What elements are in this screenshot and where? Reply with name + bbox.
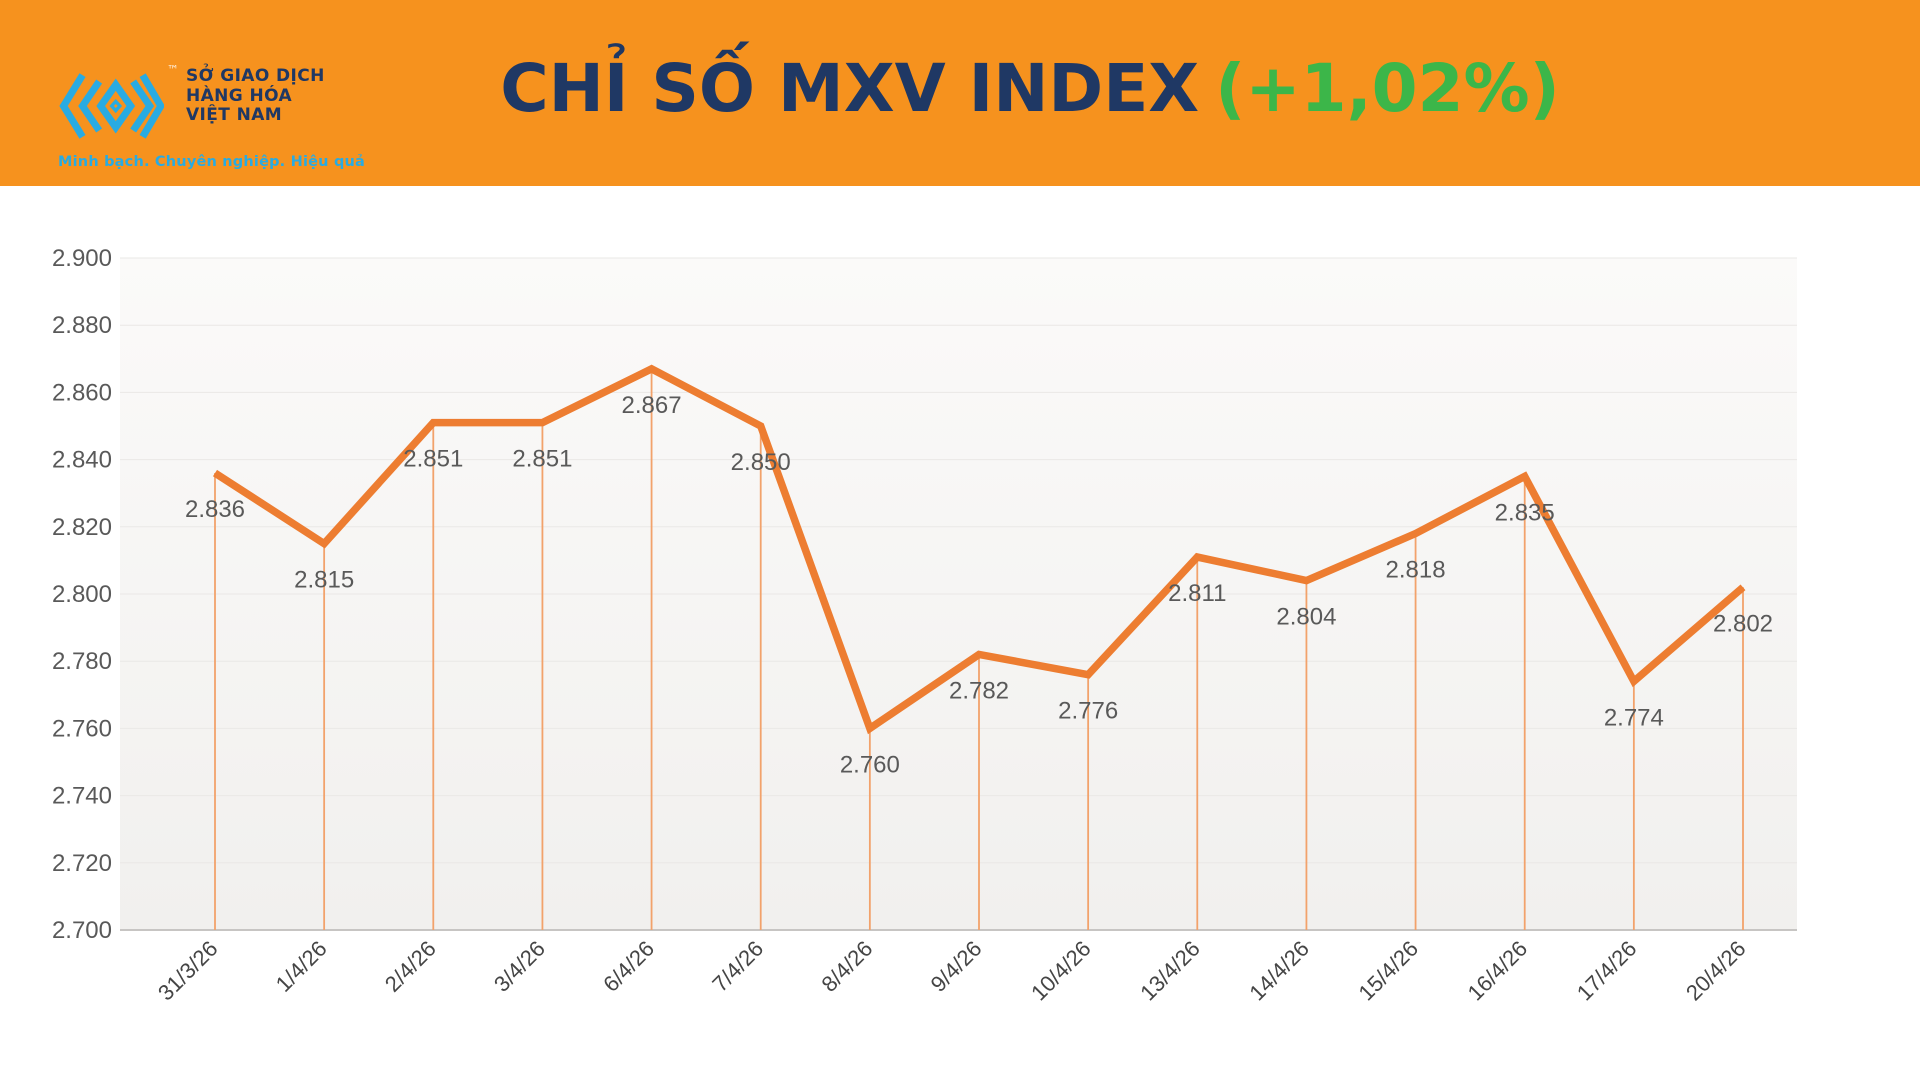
y-tick-label: 2.760	[52, 715, 112, 742]
logo-tagline: Minh bạch. Chuyên nghiệp. Hiệu quả	[58, 154, 366, 170]
data-point-label: 2.835	[1495, 499, 1555, 526]
x-tick-label: 16/4/26	[1463, 936, 1533, 1006]
data-point-label: 2.851	[512, 446, 572, 473]
data-point-label: 2.802	[1713, 610, 1773, 637]
data-point-label: 2.818	[1386, 557, 1446, 584]
header-banner: ™ SỞ GIAO DỊCH HÀNG HÓA VIỆT NAM Minh bạ…	[0, 0, 1920, 186]
y-tick-label: 2.820	[52, 514, 112, 541]
y-tick-label: 2.780	[52, 648, 112, 675]
x-tick-label: 8/4/26	[816, 936, 877, 997]
x-tick-label: 2/4/26	[380, 936, 441, 997]
x-tick-label: 9/4/26	[926, 936, 987, 997]
data-point-label: 2.850	[731, 449, 791, 476]
trademark-symbol: ™	[167, 63, 179, 77]
org-name-line1: SỞ GIAO DỊCH	[186, 66, 325, 86]
y-tick-label: 2.700	[52, 917, 112, 944]
title-change-percent: (+1,02%)	[1215, 50, 1560, 127]
data-point-label: 2.815	[294, 567, 354, 594]
org-name: SỞ GIAO DỊCH HÀNG HÓA VIỆT NAM	[186, 66, 325, 126]
data-point-label: 2.867	[622, 392, 682, 419]
x-tick-label: 6/4/26	[598, 936, 659, 997]
y-tick-label: 2.720	[52, 850, 112, 877]
x-tick-label: 7/4/26	[707, 936, 768, 997]
data-point-label: 2.760	[840, 751, 900, 778]
x-tick-label: 15/4/26	[1354, 936, 1424, 1006]
data-point-label: 2.774	[1604, 704, 1664, 731]
org-name-line3: VIỆT NAM	[186, 105, 283, 125]
data-point-label: 2.776	[1058, 698, 1118, 725]
data-point-label: 2.851	[403, 446, 463, 473]
x-tick-label: 13/4/26	[1135, 936, 1205, 1006]
y-tick-label: 2.900	[52, 245, 112, 272]
mxv-logo: ™ SỞ GIAO DỊCH HÀNG HÓA VIỆT NAM Minh bạ…	[58, 63, 366, 170]
y-tick-label: 2.880	[52, 312, 112, 339]
page-title: CHỈ SỐ MXV INDEX (+1,02%)	[500, 50, 1560, 127]
data-point-label: 2.811	[1168, 580, 1226, 607]
y-tick-label: 2.740	[52, 783, 112, 810]
x-tick-label: 17/4/26	[1572, 936, 1642, 1006]
y-tick-label: 2.840	[52, 447, 112, 474]
y-tick-label: 2.860	[52, 379, 112, 406]
x-tick-label: 3/4/26	[489, 936, 550, 997]
y-tick-label: 2.800	[52, 581, 112, 608]
data-point-label: 2.782	[949, 677, 1009, 704]
x-tick-label: 10/4/26	[1026, 936, 1096, 1006]
title-text: CHỈ SỐ MXV INDEX	[500, 50, 1200, 127]
x-tick-label: 20/4/26	[1681, 936, 1751, 1006]
org-name-line2: HÀNG HÓA	[186, 85, 293, 106]
x-tick-label: 31/3/26	[153, 936, 223, 1006]
mxv-logo-row: ™ SỞ GIAO DỊCH HÀNG HÓA VIỆT NAM	[58, 63, 365, 146]
data-point-label: 2.804	[1276, 604, 1336, 631]
mxv-logo-icon	[59, 73, 164, 139]
data-point-label: 2.836	[185, 496, 245, 523]
x-tick-label: 1/4/26	[271, 936, 332, 997]
x-tick-label: 14/4/26	[1244, 936, 1314, 1006]
index-line	[212, 364, 1746, 735]
